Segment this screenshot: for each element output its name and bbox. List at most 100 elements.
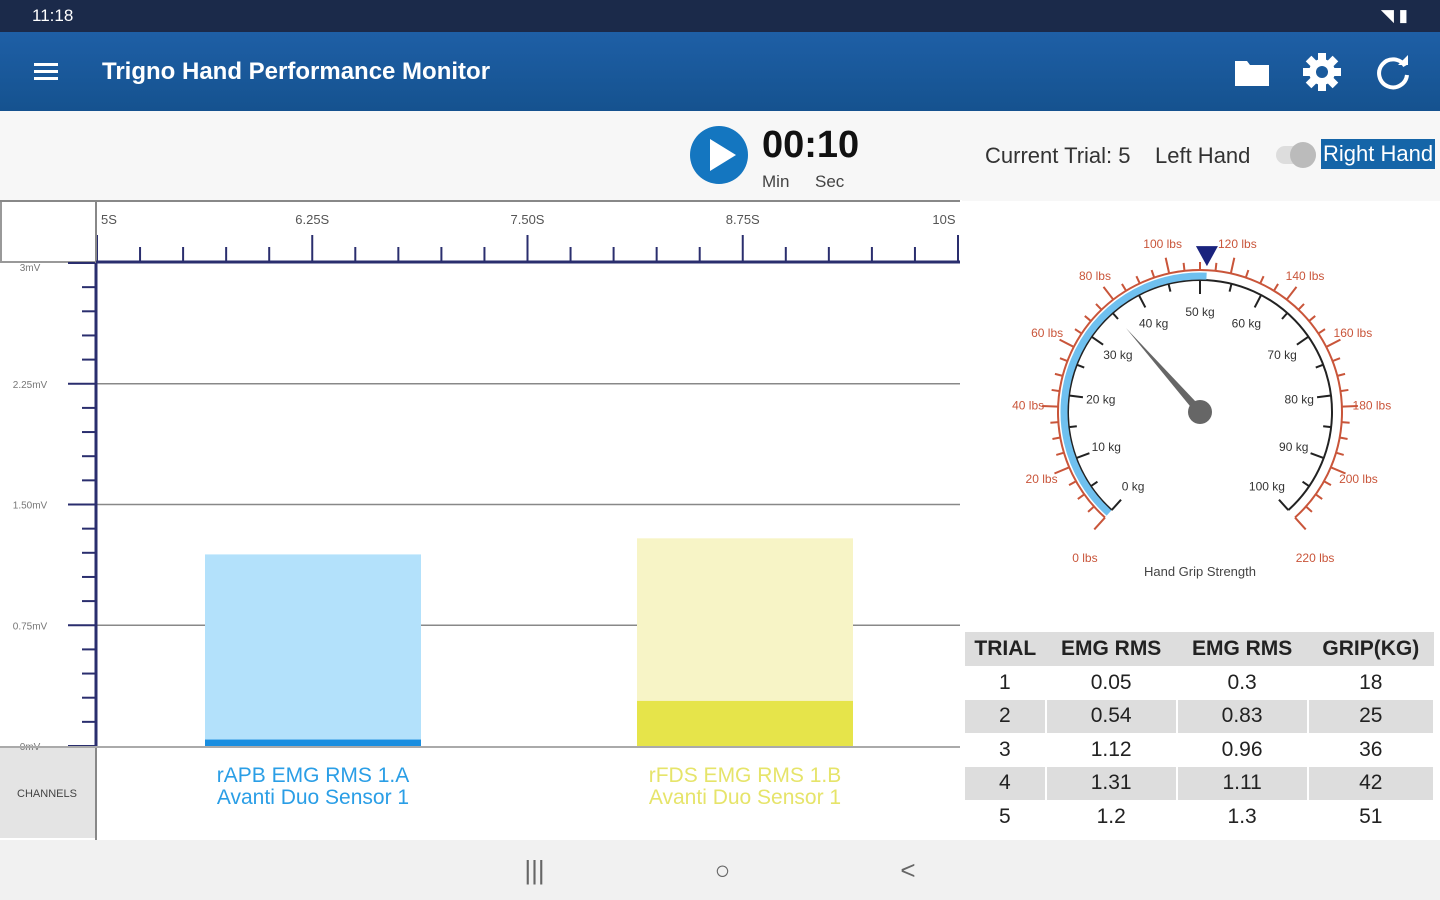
channel-name: rAPB EMG RMS 1.A: [217, 764, 410, 787]
table-cell: 0.96: [1176, 733, 1309, 767]
lbs-tick: [1182, 262, 1186, 271]
refresh-icon[interactable]: [1374, 53, 1412, 91]
y-tick-label: 1.50mV: [13, 501, 48, 512]
trial-table: TRIAL EMG RMS EMG RMS GRIP(KG) 1 0.05 0.3 1…: [965, 632, 1436, 834]
kg-label: 50 kg: [1185, 305, 1214, 319]
kg-tick: [1068, 394, 1084, 399]
lbs-tick: [1050, 421, 1059, 424]
table-row: 4 1.31 1.11 42: [965, 766, 1436, 800]
table-cell: 1.11: [1176, 766, 1309, 800]
kg-label: 40 kg: [1139, 316, 1168, 330]
lbs-tick: [1084, 315, 1092, 322]
lbs-tick: [1294, 516, 1307, 531]
lbs-label: 220 lbs: [1296, 551, 1335, 565]
kg-tick: [1110, 499, 1122, 511]
lbs-tick: [1093, 516, 1106, 531]
recent-apps-button[interactable]: |||: [524, 854, 545, 885]
kg-tick: [1310, 452, 1325, 459]
kg-tick: [1253, 294, 1263, 308]
col-header: EMG RMS: [1176, 632, 1308, 666]
max-marker: [1195, 246, 1218, 267]
right-hand-label[interactable]: Right Hand: [1321, 139, 1436, 169]
kg-tick: [1296, 335, 1309, 346]
lbs-tick: [1323, 480, 1332, 487]
kg-tick: [1278, 499, 1290, 511]
bar-current: [205, 739, 421, 746]
lbs-tick: [1068, 480, 1077, 487]
kg-tick: [1090, 480, 1099, 488]
table-row: 5 1.2 1.3 51: [965, 800, 1436, 834]
lbs-tick: [1305, 505, 1313, 513]
lbs-tick: [1102, 286, 1115, 301]
lbs-tick: [1042, 404, 1059, 408]
lbs-tick: [1341, 421, 1350, 424]
lbs-tick: [1317, 328, 1326, 335]
home-button[interactable]: ○: [714, 854, 731, 885]
lbs-tick: [1052, 436, 1061, 440]
x-tick-label: 7.50S: [511, 212, 545, 227]
lbs-tick: [1054, 372, 1063, 377]
kg-tick: [1068, 425, 1077, 429]
lbs-tick: [1273, 283, 1279, 292]
hand-toggle[interactable]: [1276, 142, 1316, 168]
lbs-tick: [1074, 328, 1083, 335]
lbs-tick: [1325, 338, 1341, 348]
table-row: 3 1.12 0.96 36: [965, 733, 1436, 767]
table-cell: 0.54: [1045, 699, 1178, 733]
kg-label: 60 kg: [1232, 316, 1261, 330]
y-tick-label: 0.75mV: [13, 621, 48, 632]
table-row: 1 0.05 0.3 18: [965, 666, 1436, 700]
lbs-label: 100 lbs: [1143, 237, 1182, 251]
table-cell: 42: [1307, 766, 1436, 800]
lbs-label: 0 lbs: [1072, 551, 1097, 565]
left-hand-label[interactable]: Left Hand: [1155, 143, 1251, 168]
x-tick-label: 5S: [101, 212, 117, 227]
table-cell: 25: [1307, 699, 1436, 733]
status-bar: 11:18 ◥ ▮: [0, 0, 1440, 32]
lbs-tick: [1259, 275, 1265, 284]
table-cell: 3: [965, 733, 1047, 767]
kg-label: 30 kg: [1103, 348, 1132, 362]
lbs-label: 140 lbs: [1286, 269, 1325, 283]
status-icons: ◥ ▮: [1380, 6, 1408, 25]
corner-cell: [0, 200, 97, 263]
back-button[interactable]: <: [900, 854, 916, 885]
lbs-arc: [1057, 269, 1343, 519]
menu-icon[interactable]: [34, 59, 58, 84]
app-bar: Trigno Hand Performance Monitor: [0, 32, 1440, 111]
channel-name: rFDS EMG RMS 1.B: [649, 764, 842, 787]
bar-peak: [205, 554, 421, 746]
lbs-label: 120 lbs: [1218, 237, 1257, 251]
table-cell: 1.2: [1045, 800, 1178, 834]
table-cell: 1.3: [1176, 800, 1309, 834]
kg-tick: [1076, 363, 1085, 369]
lbs-tick: [1315, 493, 1323, 500]
table-cell: 0.83: [1176, 699, 1309, 733]
folder-icon[interactable]: [1234, 57, 1270, 87]
lbs-tick: [1337, 372, 1346, 377]
play-button[interactable]: [690, 126, 748, 184]
table-cell: 18: [1307, 666, 1436, 700]
lbs-tick: [1332, 357, 1341, 363]
lbs-tick: [1077, 493, 1085, 500]
kg-tick: [1323, 425, 1332, 429]
col-header: EMG RMS: [1045, 632, 1177, 666]
lbs-tick: [1059, 357, 1068, 363]
bar-current: [637, 700, 853, 746]
lbs-label: 160 lbs: [1334, 326, 1373, 340]
kg-label: 70 kg: [1267, 348, 1296, 362]
timer-sec-label: Sec: [815, 172, 845, 191]
table-cell: 1.31: [1045, 766, 1178, 800]
lbs-tick: [1055, 451, 1065, 456]
channels-cell: [0, 747, 96, 838]
android-nav-bar: ||| ○ <: [0, 840, 1440, 900]
lbs-tick: [1121, 283, 1127, 292]
lbs-tick: [1164, 257, 1171, 274]
gear-icon[interactable]: [1302, 51, 1342, 92]
lbs-tick: [1335, 451, 1345, 456]
lbs-tick: [1087, 505, 1095, 513]
lbs-tick: [1214, 262, 1218, 271]
lbs-tick: [1285, 286, 1298, 301]
channel-sensor: Avanti Duo Sensor 1: [649, 786, 841, 809]
kg-label: 10 kg: [1092, 440, 1121, 454]
